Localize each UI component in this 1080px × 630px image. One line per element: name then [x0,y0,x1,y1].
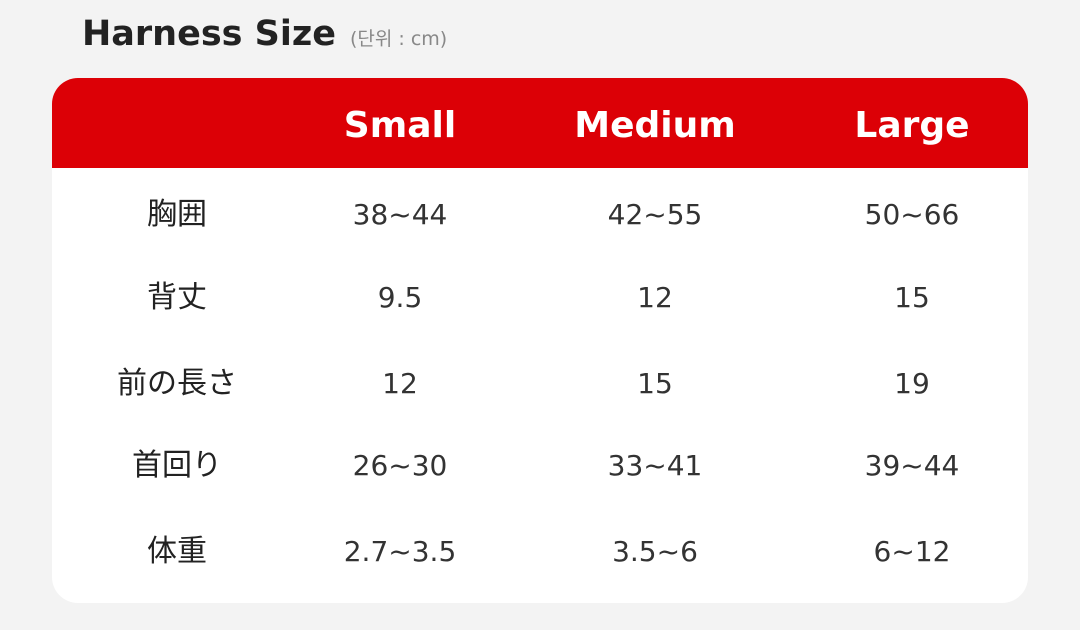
cell-medium: 15 [637,367,673,400]
table-row: 背丈 9.5 12 15 [52,268,1028,328]
cell-small: 2.7~3.5 [343,535,457,568]
row-label: 首回り [132,448,222,483]
column-header-small: Small [343,105,457,146]
cell-small: 38~44 [352,198,448,231]
cell-medium: 12 [637,281,673,314]
table-row: 体重 2.7~3.5 3.5~6 6~12 [52,522,1028,582]
column-header-large: Large [854,105,970,146]
row-label: 体重 [147,534,207,569]
row-label: 背丈 [147,280,207,315]
cell-large: 15 [894,281,930,314]
cell-medium: 42~55 [607,198,703,231]
table-row: 前の長さ 12 15 19 [52,354,1028,414]
cell-small: 26~30 [352,449,448,482]
cell-large: 39~44 [864,449,960,482]
cell-large: 19 [894,367,930,400]
cell-large: 6~12 [873,535,951,568]
table-row: 首回り 26~30 33~41 39~44 [52,436,1028,496]
table-header: Small Medium Large [52,78,1028,168]
column-header-medium: Medium [574,105,736,146]
table-row: 胸囲 38~44 42~55 50~66 [52,185,1028,245]
cell-medium: 33~41 [607,449,703,482]
cell-small: 12 [382,367,418,400]
cell-medium: 3.5~6 [612,535,698,568]
page-title: Harness Size (단위 : cm) [82,14,447,54]
unit-note: (단위 : cm) [350,28,448,50]
title-text: Harness Size [82,14,336,54]
cell-small: 9.5 [377,281,423,314]
cell-large: 50~66 [864,198,960,231]
row-label: 胸囲 [147,197,207,232]
row-label: 前の長さ [117,366,237,401]
size-table: Small Medium Large 胸囲 38~44 42~55 50~66 背丈 9.… [52,78,1028,603]
